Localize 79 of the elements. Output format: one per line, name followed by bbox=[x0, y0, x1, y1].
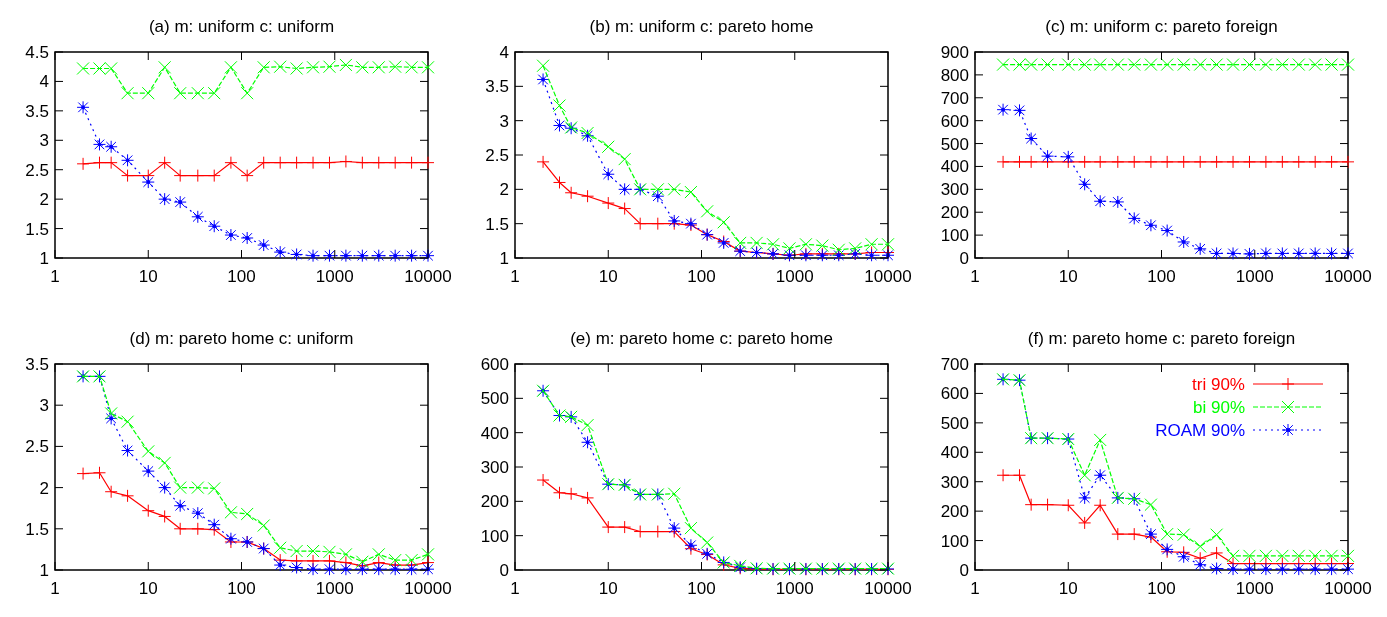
x-tick-label: 1000 bbox=[1235, 267, 1274, 286]
y-tick-label: 2.5 bbox=[485, 145, 509, 165]
chart-title: (d) m: pareto home c: uniform bbox=[129, 329, 354, 348]
x-tick-label: 10 bbox=[138, 579, 158, 598]
y-tick-label: 200 bbox=[940, 502, 969, 522]
y-tick-label: 3.5 bbox=[485, 77, 509, 97]
x-tick-label: 10 bbox=[598, 267, 618, 286]
y-tick-label: 900 bbox=[940, 42, 969, 62]
x-tick-label: 100 bbox=[687, 267, 716, 286]
y-tick-label: 700 bbox=[940, 88, 969, 108]
y-tick-label: 1 bbox=[499, 248, 509, 268]
y-tick-label: 100 bbox=[940, 531, 969, 551]
y-tick-label: 700 bbox=[940, 354, 969, 374]
y-tick-label: 2.5 bbox=[25, 437, 49, 457]
x-tick-label: 10000 bbox=[864, 579, 912, 598]
x-tick-label: 1000 bbox=[775, 267, 814, 286]
x-tick-label: 100 bbox=[227, 579, 256, 598]
y-tick-label: 400 bbox=[940, 157, 969, 177]
x-tick-label: 10000 bbox=[1324, 267, 1372, 286]
x-tick-label: 10000 bbox=[404, 267, 452, 286]
x-tick-label: 10000 bbox=[404, 579, 452, 598]
y-tick-label: 4 bbox=[499, 42, 509, 62]
x-tick-label: 1000 bbox=[315, 267, 354, 286]
y-tick-label: 1 bbox=[39, 560, 49, 580]
y-tick-label: 2.5 bbox=[25, 160, 49, 180]
chart-title: (e) m: pareto home c: pareto home bbox=[570, 329, 833, 348]
x-tick-label: 10 bbox=[598, 579, 618, 598]
y-tick-label: 3.5 bbox=[25, 354, 49, 374]
x-tick-label: 100 bbox=[1147, 267, 1176, 286]
y-tick-label: 2 bbox=[39, 478, 49, 498]
y-tick-label: 500 bbox=[940, 134, 969, 154]
chart-title: (f) m: pareto home c: pareto foreign bbox=[1027, 329, 1296, 348]
x-tick-label: 100 bbox=[687, 579, 716, 598]
chart-title: (b) m: uniform c: pareto home bbox=[589, 17, 814, 36]
y-tick-label: 3 bbox=[39, 131, 49, 151]
x-tick-label: 10 bbox=[138, 267, 158, 286]
y-tick-label: 4 bbox=[39, 72, 49, 92]
chart-title: (a) m: uniform c: uniform bbox=[148, 17, 335, 36]
x-tick-label: 1000 bbox=[775, 579, 814, 598]
x-tick-label: 1000 bbox=[1235, 579, 1274, 598]
x-tick-label: 1000 bbox=[315, 579, 354, 598]
y-tick-label: 100 bbox=[940, 226, 969, 246]
x-tick-label: 10000 bbox=[864, 267, 912, 286]
y-tick-label: 200 bbox=[940, 203, 969, 223]
y-tick-label: 3.5 bbox=[25, 101, 49, 121]
legend-label: bi 90% bbox=[1193, 397, 1245, 417]
y-tick-label: 0 bbox=[499, 560, 509, 580]
y-tick-label: 0 bbox=[959, 560, 969, 580]
y-tick-label: 2 bbox=[499, 180, 509, 200]
y-tick-label: 1.5 bbox=[485, 214, 509, 234]
y-tick-label: 500 bbox=[480, 389, 509, 409]
chart-title: (c) m: uniform c: pareto foreign bbox=[1045, 17, 1278, 36]
y-tick-label: 500 bbox=[940, 413, 969, 433]
x-tick-label: 10 bbox=[1058, 267, 1078, 286]
x-tick-label: 10000 bbox=[1324, 579, 1372, 598]
y-tick-label: 600 bbox=[480, 354, 509, 374]
y-tick-label: 300 bbox=[480, 457, 509, 477]
y-tick-label: 800 bbox=[940, 65, 969, 85]
x-tick-label: 100 bbox=[227, 267, 256, 286]
legend-label: ROAM 90% bbox=[1155, 420, 1245, 440]
legend-label: tri 90% bbox=[1192, 374, 1245, 394]
y-tick-label: 3 bbox=[39, 396, 49, 416]
y-tick-label: 400 bbox=[940, 443, 969, 463]
y-tick-label: 1.5 bbox=[25, 519, 49, 539]
x-tick-label: 100 bbox=[1147, 579, 1176, 598]
y-tick-label: 3 bbox=[499, 111, 509, 131]
y-tick-label: 4.5 bbox=[25, 42, 49, 62]
y-tick-label: 100 bbox=[480, 526, 509, 546]
y-tick-label: 600 bbox=[940, 111, 969, 131]
y-tick-label: 1.5 bbox=[25, 219, 49, 239]
y-tick-label: 0 bbox=[959, 248, 969, 268]
y-tick-label: 300 bbox=[940, 472, 969, 492]
x-tick-label: 10 bbox=[1058, 579, 1078, 598]
y-tick-label: 2 bbox=[39, 190, 49, 210]
y-tick-label: 200 bbox=[480, 492, 509, 512]
y-tick-label: 300 bbox=[940, 180, 969, 200]
y-tick-label: 600 bbox=[940, 384, 969, 404]
y-tick-label: 400 bbox=[480, 423, 509, 443]
y-tick-label: 1 bbox=[39, 248, 49, 268]
